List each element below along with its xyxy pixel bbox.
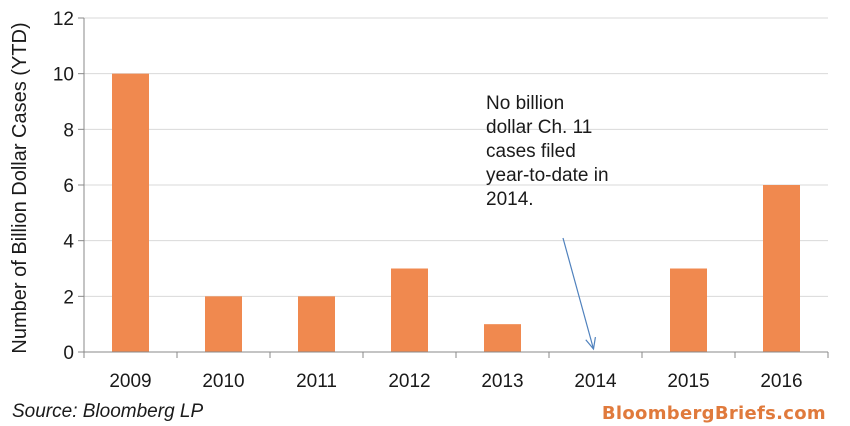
bar-2013 [484,324,521,352]
y-tick-label: 4 [63,232,74,253]
annotation-text-line: cases filed [486,141,576,162]
annotation-arrowhead [585,336,596,351]
annotation-arrow-line [562,237,595,350]
y-tick-label: 2 [63,287,74,308]
x-tick-label: 2010 [202,371,244,392]
gridlines [84,17,828,297]
axes [78,17,829,358]
x-tick-label: 2009 [109,371,151,392]
x-tick-label: 2011 [296,371,337,392]
annotation-text-line: dollar Ch. 11 [486,117,592,138]
annotation: No billion dollar Ch. 11 cases filed year-t… [486,93,609,351]
brand-logo-text: BloombergBriefs.com [601,403,826,424]
source-note: Source: Bloomberg LP [12,401,204,422]
x-tick-label: 2013 [481,371,523,392]
bar-2010 [205,296,242,352]
x-tick-label: 2014 [574,371,617,392]
y-tick-label: 8 [63,120,74,141]
bar-2012 [391,268,428,352]
x-tick-labels: 2009 2010 2011 2012 2013 2014 2015 2016 [109,371,802,392]
x-tick-label: 2016 [760,371,802,392]
bar-2009 [112,73,149,353]
y-axis-title: Number of Billion Dollar Cases (YTD) [9,22,31,353]
y-tick-label: 0 [63,343,74,364]
bar-2015 [670,268,707,352]
x-tick-label: 2012 [388,371,430,392]
y-tick-labels: 0 2 4 6 8 10 12 [53,9,75,364]
bar-2011 [298,296,335,352]
bars [112,73,800,353]
x-tick-label: 2015 [667,371,709,392]
annotation-text-line: 2014. [486,189,534,210]
y-tick-label: 12 [53,9,74,30]
bar-2016 [763,185,800,352]
y-tick-label: 10 [53,65,74,86]
y-tick-label: 6 [63,176,74,197]
annotation-text-line: No billion [486,93,564,114]
annotation-text-line: year-to-date in [486,165,609,186]
